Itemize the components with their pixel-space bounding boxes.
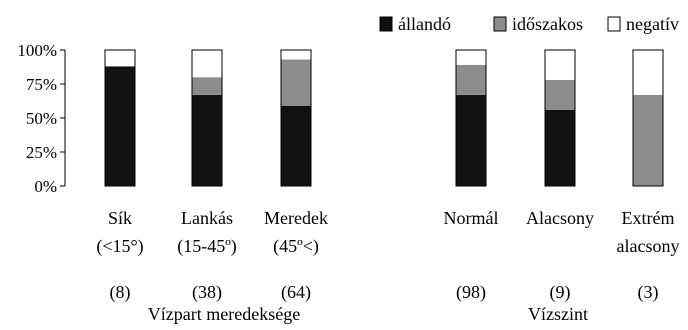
bar-outline <box>544 49 576 187</box>
legend-label: állandó <box>398 14 451 34</box>
bar-outline <box>280 49 312 187</box>
sample-size-label: (8) <box>110 282 131 303</box>
bar-outline <box>632 49 664 187</box>
bar-segment-állandó <box>281 105 311 186</box>
sample-size-label: (3) <box>638 282 659 303</box>
category-label: Alacsony <box>526 208 594 228</box>
group-axis-title: Vízszint <box>528 304 588 324</box>
bar-segment-negatív <box>105 50 135 67</box>
y-tick-label: 25% <box>26 143 57 162</box>
bar-segment-negatív <box>633 50 663 95</box>
y-tick-label: 50% <box>26 109 57 128</box>
legend-label: negatív <box>626 14 679 34</box>
category-label: Normál <box>444 208 499 228</box>
bar-segment-időszakos <box>545 79 575 110</box>
sample-size-label: (98) <box>456 282 486 303</box>
category-label: Meredek <box>264 208 328 228</box>
category-label: alacsony <box>617 236 680 256</box>
bar-segment-időszakos <box>192 77 222 95</box>
category-label: Lankás <box>181 208 233 228</box>
bar-outline <box>191 49 223 187</box>
bar-segment-időszakos <box>281 59 311 106</box>
bar-segment-állandó <box>105 66 135 186</box>
sample-size-label: (9) <box>550 282 571 303</box>
bar-segment-időszakos <box>633 94 663 186</box>
legend-swatch-állandó <box>379 16 393 32</box>
group-axis-title: Vízpart meredeksége <box>148 304 300 324</box>
legend-label: időszakos <box>512 14 583 34</box>
category-label: (45º<) <box>273 236 319 257</box>
bar-segment-állandó <box>456 94 486 186</box>
bar-segment-állandó <box>545 109 575 186</box>
bar-segment-negatív <box>456 50 486 65</box>
bar-segment-negatív <box>545 50 575 80</box>
bar-segment-időszakos <box>456 64 486 95</box>
category-label: Extrém <box>622 208 675 228</box>
legend-swatch-időszakos <box>493 16 507 32</box>
bar-segment-negatív <box>192 50 222 78</box>
y-tick-label: 100% <box>17 41 57 60</box>
category-label: (15-45º) <box>177 236 237 257</box>
y-tick-label: 75% <box>26 75 57 94</box>
category-label: Sík <box>108 208 132 228</box>
category-label: (<15°) <box>96 236 143 257</box>
legend-swatch-negatív <box>607 16 621 32</box>
sample-size-label: (38) <box>192 282 222 303</box>
bar-outline <box>455 49 487 187</box>
sample-size-label: (64) <box>281 282 311 303</box>
y-tick-label: 0% <box>34 177 57 196</box>
bar-segment-negatív <box>281 50 311 60</box>
bar-segment-állandó <box>192 94 222 186</box>
bar-outline <box>104 49 136 187</box>
